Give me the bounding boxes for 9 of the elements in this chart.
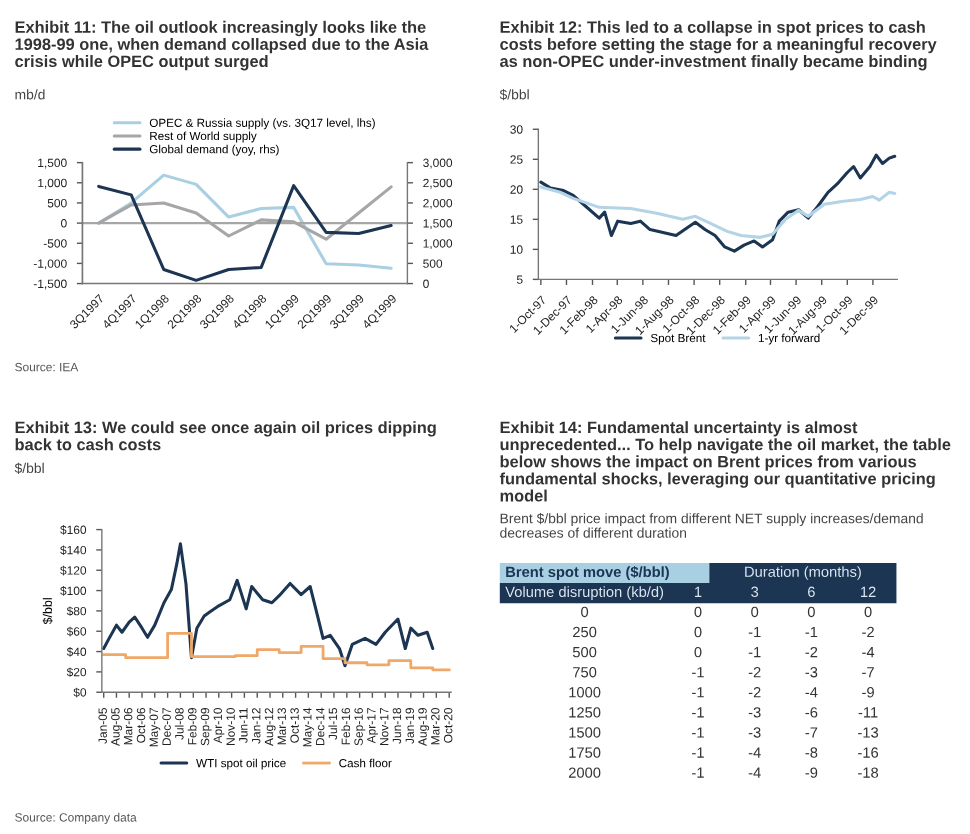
chart-title: Exhibit 14: Fundamental uncertainty is almost unprecedented... To help navigate the oil market, the table below shows the impact on Brent prices from various fundamental shocks, leveraging our quantitative pricing model — [499, 421, 951, 502]
line-series — [539, 153, 897, 253]
line-series — [539, 185, 897, 239]
chart-title: Exhibit 12: This led to a collapse in spot prices to cash costs before setting the stage for a meaningful recovery as non-OPEC under-investment finally became binding — [500, 20, 937, 71]
line-series — [97, 184, 393, 282]
line-series — [97, 173, 393, 270]
chart-title: Exhibit 13: We could see once again oil prices dipping back to cash costs — [15, 421, 436, 451]
chart-title: Exhibit 11: The oil outlook increasingly looks like the 1998-99 one, when demand collapsed due to the Asia crisis while OPEC output surged — [15, 20, 429, 71]
line-series — [102, 542, 435, 668]
